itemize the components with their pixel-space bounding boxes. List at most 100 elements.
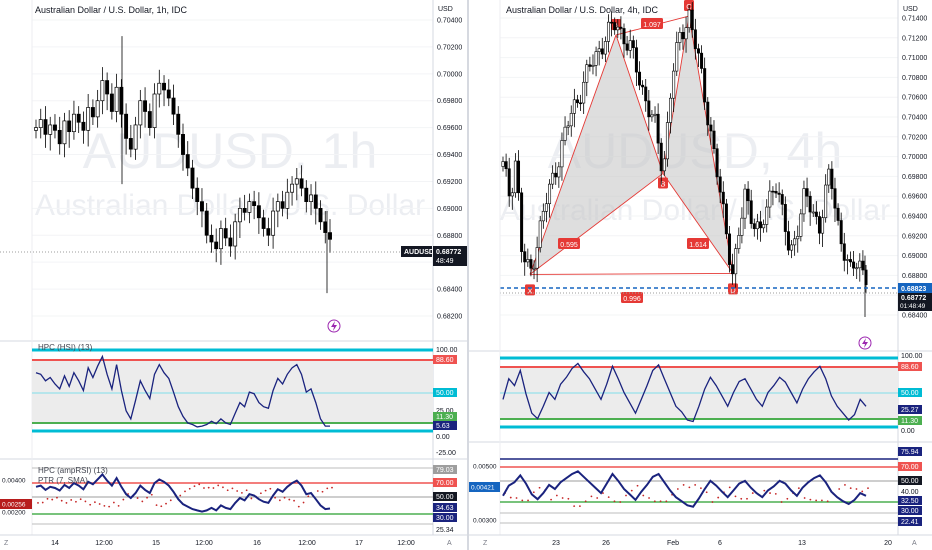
candle	[681, 32, 685, 40]
hsi-pane[interactable]: 100.00 88.60 50.00 25.27 11.30 0.00	[500, 353, 923, 435]
watermark-symbol: AUDUSD, 1h	[83, 123, 378, 179]
candle	[517, 160, 521, 194]
candle	[634, 47, 638, 73]
candle	[675, 42, 679, 72]
pattern-point-b	[658, 177, 668, 189]
candle	[520, 192, 524, 252]
candle	[513, 160, 517, 194]
lightning-icon-glyph	[331, 321, 337, 331]
candle	[700, 52, 704, 69]
hsi-tick: 11.30	[436, 414, 453, 421]
lightning-icon[interactable]	[858, 336, 872, 350]
line-price: 0.68823	[901, 286, 926, 293]
candle	[128, 138, 133, 150]
lightning-icon[interactable]	[327, 319, 341, 333]
candle	[71, 113, 76, 133]
hsi-pane[interactable]: HPC (HSI) (13) 100.00 88.60 50.00 25.0011.3…	[32, 343, 458, 457]
candle	[526, 259, 530, 263]
corner-right[interactable]: A	[447, 540, 452, 547]
price-tick: 0.69000	[437, 206, 462, 213]
candlestick-series[interactable]	[501, 2, 868, 317]
hsi-tick: 100.00	[436, 347, 458, 354]
countdown: 48:49	[436, 258, 454, 265]
amp-right-tick: 22.41	[901, 519, 919, 526]
price-tick: 0.68400	[437, 287, 462, 294]
line-price-label	[898, 283, 932, 293]
ratio-label: 0.595	[560, 242, 578, 249]
candle	[575, 99, 579, 104]
corner-right[interactable]: A	[912, 540, 917, 547]
amprsi-pane[interactable]: HPC (ampRSI) (13) PTR (7, SMA) 0.004000.…	[0, 465, 457, 534]
candle	[162, 82, 166, 91]
candle	[653, 113, 657, 116]
left-chart-panel[interactable]: AUDUSD, 1h Australian Dollar / U.S. Doll…	[0, 0, 467, 547]
candle	[304, 187, 309, 202]
candle	[802, 188, 806, 215]
amp-right-tick: 30.00	[901, 508, 919, 515]
time-axis[interactable]: 23 26 Feb 6 13 20	[552, 540, 892, 547]
candle	[228, 237, 233, 247]
candle	[696, 48, 700, 54]
candle	[143, 100, 148, 112]
hsi-tick: 25.27	[901, 407, 919, 414]
candle	[656, 113, 660, 144]
candle	[727, 233, 731, 265]
time-axis[interactable]: 14 12:00 15 12:00 16 12:00 17 12:00	[51, 540, 415, 547]
candle	[855, 267, 859, 270]
amprsi-line	[502, 470, 867, 508]
last-price-label	[898, 293, 932, 311]
hsi-tick: 0.00	[436, 434, 450, 441]
candle	[786, 231, 790, 251]
price-tick: 0.69200	[437, 179, 462, 186]
candle	[845, 259, 849, 261]
candle	[672, 70, 676, 99]
candle	[261, 217, 266, 229]
pattern-point-label: X	[527, 286, 532, 295]
candle	[328, 232, 332, 240]
candle	[237, 208, 242, 223]
price-tick: 0.69600	[437, 125, 462, 132]
time-tick: 12:00	[95, 540, 113, 547]
last-price: 0.68772	[436, 249, 461, 256]
candle	[628, 40, 632, 51]
hsi-tick: 50.00	[436, 390, 454, 397]
candle	[566, 125, 570, 128]
price-axis[interactable]: 0.71400 0.71200 0.71000 0.70800 0.70600 0.704…	[902, 16, 927, 320]
time-tick: 17	[355, 540, 363, 547]
amprsi-pane[interactable]: 0.00500 0.00421 0.00300 75.94 70.00 50.00 40.0…	[469, 447, 922, 526]
ptr-label: PTR (7, SMA)	[38, 476, 88, 485]
price-tick: 0.71000	[902, 55, 927, 62]
candle	[669, 97, 673, 123]
hsi-tick: 11.30	[901, 418, 918, 425]
pattern-point-label: D	[730, 285, 736, 294]
time-tick: 15	[152, 540, 160, 547]
price-tick: 0.69800	[437, 98, 462, 105]
candle	[501, 161, 505, 167]
candle	[133, 124, 138, 150]
price-tick: 0.68800	[902, 273, 927, 280]
candle	[119, 86, 124, 115]
candle	[569, 113, 573, 127]
amp-right-tick: 50.00	[436, 494, 454, 501]
amp-left-tick: 0.00400	[2, 478, 26, 485]
candle	[271, 210, 276, 236]
amp-right-tick: 70.00	[436, 480, 454, 487]
amp-left-tick: 0.00200	[2, 510, 26, 517]
candle	[759, 221, 763, 229]
ptr-dots	[37, 483, 333, 508]
price-tick: 0.68800	[437, 233, 462, 240]
candlestick-series[interactable]	[34, 36, 332, 294]
price-grid	[32, 19, 433, 317]
candle	[223, 228, 228, 239]
candle	[53, 124, 57, 131]
candle	[557, 166, 561, 178]
right-chart-panel[interactable]: AUDUSD, 4h Australian Dollar / U.S. Doll…	[469, 0, 932, 547]
corner-left[interactable]: Z	[483, 540, 488, 547]
pattern-leg	[615, 34, 664, 174]
corner-left[interactable]: Z	[4, 540, 9, 547]
hsi-axis: 100.00 88.60 50.00 25.27 11.30 0.00	[898, 353, 923, 435]
candle	[790, 244, 794, 251]
candle	[824, 184, 828, 218]
